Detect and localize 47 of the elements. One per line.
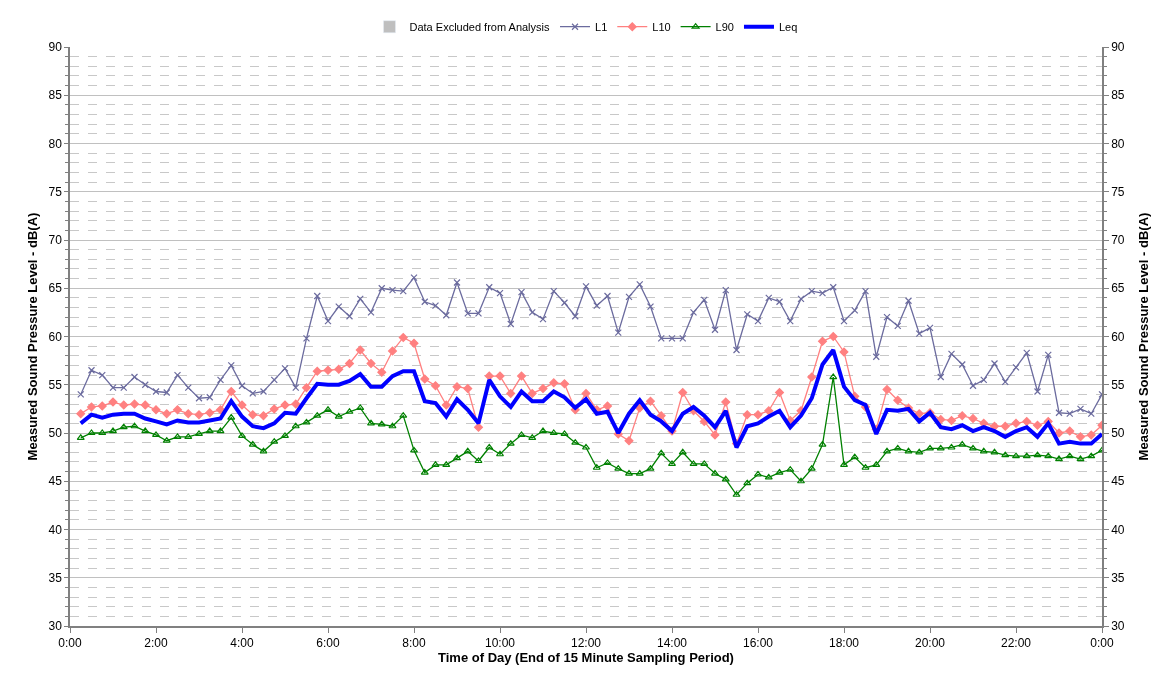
- x-tick-label: 8:00: [402, 636, 426, 651]
- y-tick-label: 60: [48, 329, 63, 344]
- y2-tick-label: 45: [1111, 474, 1125, 489]
- y-tick-label: 35: [48, 570, 63, 585]
- x-tick-label: 0:00: [1090, 636, 1114, 651]
- x-tick-label: 10:00: [484, 636, 516, 651]
- y2-tick-label: 50: [1111, 426, 1125, 441]
- legend-label: L90: [715, 21, 734, 33]
- x-axis-title: Time of Day (End of 15 Minute Sampling Period): [438, 650, 734, 666]
- y2-tick-label: 35: [1111, 570, 1125, 585]
- y-tick-label: 70: [48, 233, 63, 248]
- y2-axis-title: Measured Sound Pressure Level - dB(A): [1135, 212, 1151, 461]
- x-tick-label: 2:00: [144, 636, 168, 651]
- legend-label: Leq: [778, 21, 798, 33]
- y-tick-label: 65: [48, 281, 63, 296]
- x-tick-label: 4:00: [230, 636, 254, 651]
- legend-label: Data Excluded from Analysis: [409, 21, 551, 33]
- y2-tick-label: 65: [1111, 281, 1125, 296]
- x-tick-label: 22:00: [1000, 636, 1032, 651]
- y-tick-label: 45: [48, 474, 63, 489]
- y2-tick-label: 60: [1111, 329, 1125, 344]
- y2-tick-label: 85: [1111, 88, 1125, 103]
- y-tick-label: 30: [48, 619, 63, 634]
- y-tick-label: 50: [48, 426, 63, 441]
- x-tick-label: 16:00: [742, 636, 774, 651]
- y2-tick-label: 75: [1111, 184, 1125, 199]
- x-tick-label: 14:00: [656, 636, 688, 651]
- y-tick-label: 40: [48, 522, 63, 537]
- y-tick-label: 75: [48, 184, 63, 199]
- y-axis-title: Measured Sound Pressure Level - dB(A): [24, 212, 40, 461]
- y2-tick-label: 40: [1111, 522, 1125, 537]
- legend-label: L10: [652, 21, 671, 33]
- y2-tick-label: 70: [1111, 233, 1125, 248]
- legend-label: L1: [595, 21, 608, 33]
- y-tick-label: 85: [48, 88, 63, 103]
- x-tick-label: 20:00: [914, 636, 946, 651]
- x-tick-label: 18:00: [828, 636, 860, 651]
- y-tick-label: 90: [48, 40, 63, 55]
- y2-tick-label: 90: [1111, 40, 1125, 55]
- y-tick-label: 80: [48, 136, 63, 151]
- y-tick-label: 55: [48, 377, 63, 392]
- x-tick-label: 6:00: [316, 636, 340, 651]
- x-tick-label: 12:00: [570, 636, 602, 651]
- y2-tick-label: 30: [1111, 619, 1125, 634]
- x-tick-label: 0:00: [58, 636, 82, 651]
- y2-tick-label: 80: [1111, 136, 1125, 151]
- y2-tick-label: 55: [1111, 377, 1125, 392]
